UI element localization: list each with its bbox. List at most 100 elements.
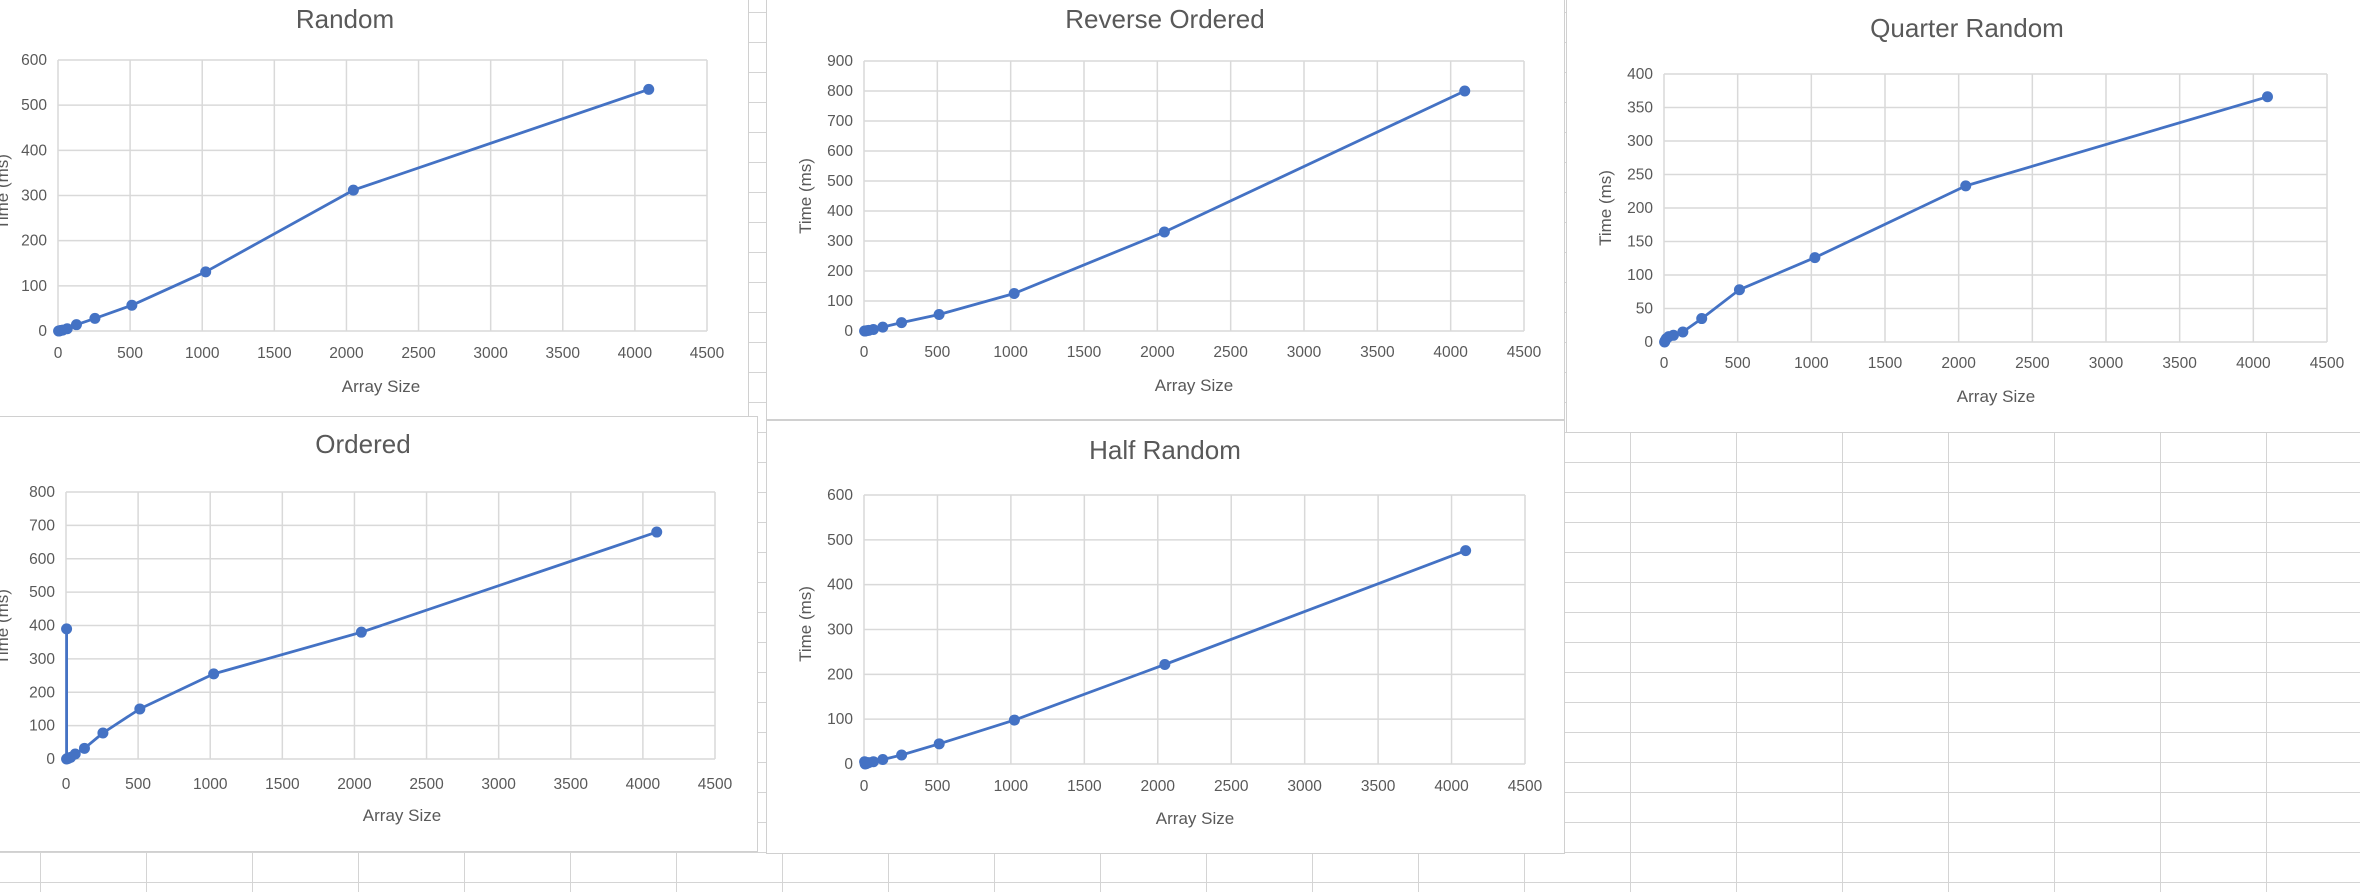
chart-reverse-ordered-svg: Reverse Ordered 0 100 200 300 400 500 600 700 80…: [796, 4, 1542, 395]
x-tick-label: 4500: [1508, 778, 1543, 795]
x-tick-label: 2500: [2015, 355, 2050, 372]
x-tick-label: 2000: [329, 345, 364, 362]
y-tick-label: 200: [21, 233, 47, 250]
chart-random-svg: Random 0 100 200 300 400 500 600 0 500 1000 1500 2…: [0, 4, 725, 396]
x-tick-label: 2000: [1941, 355, 1976, 372]
x-tick-label: 2500: [1214, 778, 1249, 795]
y-tick-label: 700: [29, 517, 55, 534]
data-point: [61, 323, 73, 335]
x-tick-label: 500: [925, 778, 951, 795]
chart-reverse-ordered[interactable]: Reverse Ordered 0 100 200 300 400 500 600 700 80…: [766, 0, 1565, 420]
x-tick-label: 500: [125, 776, 151, 793]
y-tick-label: 800: [827, 83, 853, 100]
data-point: [1733, 284, 1745, 296]
x-tick-label: 4000: [2236, 355, 2271, 372]
y-axis-label: Time (ms): [0, 589, 12, 665]
data-point: [1159, 658, 1171, 670]
y-tick-label: 700: [827, 113, 853, 130]
data-point: [867, 756, 879, 768]
y-tick-label: 400: [827, 577, 853, 594]
x-tick-label: 3000: [481, 776, 516, 793]
y-tick-label: 150: [1627, 234, 1653, 251]
data-point: [877, 754, 889, 766]
y-tick-label: 100: [827, 293, 853, 310]
data-point: [1459, 85, 1471, 97]
data-point: [933, 309, 945, 320]
x-axis-label: Array Size: [1156, 809, 1234, 828]
x-tick-label: 4500: [698, 776, 733, 793]
x-tick-label: 1000: [185, 345, 220, 362]
data-point: [1158, 226, 1170, 238]
chart-title: Reverse Ordered: [1065, 4, 1264, 34]
chart-quarter-random[interactable]: Quarter Random 0 50 100 150 200 250 300 350 400 …: [1566, 0, 2360, 433]
chart-half-random[interactable]: Half Random 0 100 200 300 400 500 600 0 500 1000…: [766, 420, 1565, 854]
y-tick-label: 300: [1627, 133, 1653, 150]
x-tick-label: 3000: [2089, 355, 2124, 372]
x-tick-label: 0: [860, 778, 869, 795]
x-tick-label: 3500: [2162, 355, 2197, 372]
y-tick-label: 300: [21, 188, 47, 205]
y-tick-label: 200: [29, 684, 55, 701]
x-tick-label: 3000: [1287, 778, 1322, 795]
y-tick-label: 800: [29, 484, 55, 501]
y-tick-label: 0: [844, 323, 853, 340]
x-tick-label: 1000: [1794, 355, 1829, 372]
chart-title: Quarter Random: [1870, 13, 2064, 43]
x-tick-label: 1500: [1868, 355, 1903, 372]
data-point: [97, 727, 109, 739]
y-tick-label: 600: [827, 487, 853, 504]
chart-ordered[interactable]: Ordered 0 100 200 300 400 500 600 700 800 0 500 10…: [0, 416, 758, 852]
x-tick-label: 0: [54, 345, 63, 362]
data-point: [355, 626, 367, 638]
y-tick-label: 600: [21, 52, 47, 69]
y-tick-label: 300: [827, 233, 853, 250]
data-point: [126, 299, 138, 311]
y-tick-label: 400: [21, 142, 47, 159]
x-tick-label: 2000: [337, 776, 372, 793]
x-tick-label: 0: [860, 344, 869, 361]
data-point: [1696, 313, 1708, 325]
chart-random[interactable]: Random 0 100 200 300 400 500 600 0 500 1000 1500 2…: [0, 0, 749, 420]
y-tick-label: 400: [1627, 66, 1653, 83]
y-axis-label: Time (ms): [0, 154, 12, 230]
data-point: [643, 83, 655, 95]
x-axis-label: Array Size: [342, 377, 420, 396]
x-tick-label: 4500: [2310, 355, 2345, 372]
data-point: [877, 321, 889, 333]
y-tick-label: 0: [46, 751, 55, 768]
x-tick-label: 3500: [1361, 778, 1396, 795]
x-tick-label: 4000: [1433, 344, 1468, 361]
x-tick-label: 4000: [1434, 778, 1469, 795]
series-line: [57, 88, 650, 333]
x-tick-label: 0: [1660, 355, 1669, 372]
y-tick-label: 350: [1627, 100, 1653, 117]
y-tick-label: 0: [844, 756, 853, 773]
data-point: [61, 623, 73, 635]
data-point: [1008, 288, 1020, 299]
x-tick-label: 500: [1725, 355, 1751, 372]
data-point: [208, 668, 220, 680]
x-tick-label: 500: [924, 344, 950, 361]
data-point: [1809, 252, 1821, 264]
x-tick-label: 1500: [1067, 344, 1102, 361]
chart-title: Random: [296, 4, 394, 34]
y-tick-label: 600: [29, 551, 55, 568]
y-axis-label: Time (ms): [796, 158, 815, 234]
data-point: [933, 738, 945, 750]
data-point: [1667, 329, 1679, 341]
chart-quarter-random-svg: Quarter Random 050100150200250300350400 …: [1596, 13, 2345, 406]
y-tick-label: 100: [827, 711, 853, 728]
x-tick-label: 3500: [546, 345, 581, 362]
y-tick-label: 100: [21, 278, 47, 295]
x-tick-label: 1000: [993, 344, 1028, 361]
x-tick-label: 3000: [473, 345, 508, 362]
y-tick-label: 200: [1627, 200, 1653, 217]
y-tick-label: 500: [827, 532, 853, 549]
y-tick-label: 100: [1627, 267, 1653, 284]
x-tick-label: 2000: [1141, 778, 1176, 795]
x-tick-label: 2500: [409, 776, 444, 793]
y-tick-label: 100: [29, 718, 55, 735]
chart-title: Half Random: [1089, 435, 1241, 465]
y-tick-label: 50: [1636, 301, 1654, 318]
data-point: [200, 266, 212, 278]
